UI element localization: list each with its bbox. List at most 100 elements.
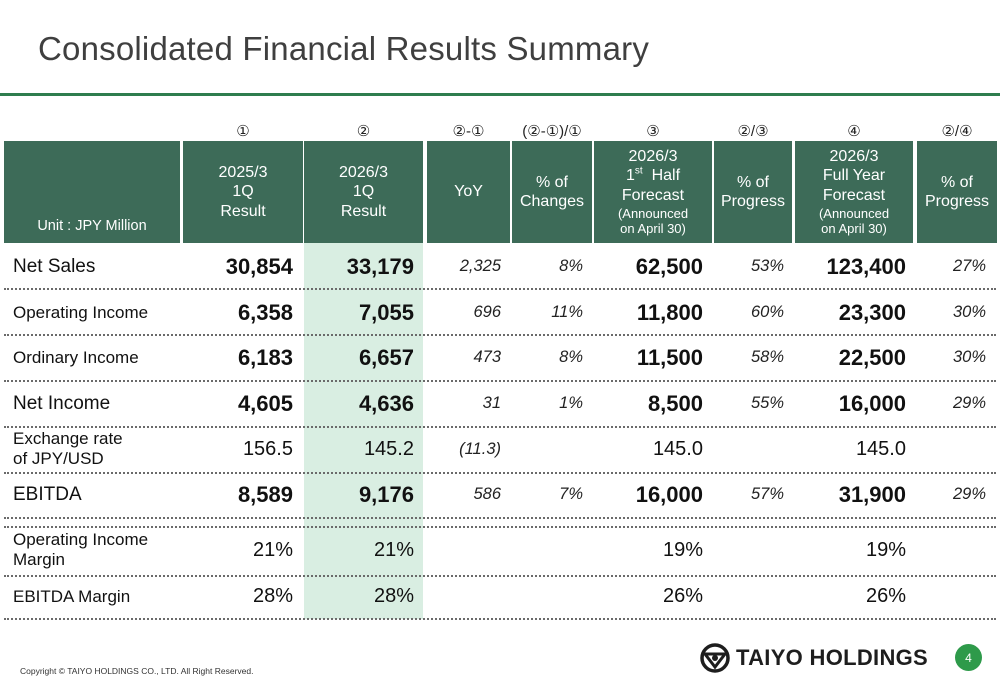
cell-2025-1q: 6,183 [237, 345, 293, 370]
header-line: Progress [924, 193, 990, 210]
cell-yoy: 473 [473, 348, 501, 366]
logo-text: TAIYO HOLDINGS [736, 645, 929, 670]
cell-full-forecast: 22,500 [838, 345, 906, 370]
cell-yoy: (11.3) [459, 440, 501, 458]
row-label: EBITDA [13, 484, 82, 505]
header-line: Forecast [621, 186, 685, 204]
cell-full-forecast: 145.0 [855, 438, 906, 460]
header-line: 2025/3 [218, 164, 268, 182]
col-number: ② [356, 123, 371, 140]
header-line: 1Q [232, 183, 254, 201]
row-divider [4, 288, 996, 290]
cell-2026-1q: 7,055 [358, 300, 414, 325]
row-divider [4, 426, 996, 428]
cell-2026-1q: 33,179 [346, 254, 414, 279]
header-col5: 2026/3 1st Half Forecast (Announced on A… [594, 141, 712, 243]
cell-2025-1q: 6,358 [237, 300, 293, 325]
header-col8: % of Progress [917, 141, 997, 243]
header-line: % of [535, 173, 568, 191]
row-label: Ordinary Income [13, 348, 139, 367]
row-label: Operating Income Margin [13, 530, 148, 570]
header-line: Result [220, 202, 266, 220]
company-logo: TAIYO HOLDINGS [700, 643, 928, 673]
cell-full-forecast: 23,300 [838, 300, 906, 325]
cell-progress-full: 29% [952, 485, 986, 503]
cell-half-forecast: 11,800 [636, 300, 703, 325]
cell-half-forecast: 8,500 [647, 391, 703, 416]
cell-progress-half: 53% [750, 257, 784, 275]
header-line: Progress [720, 193, 786, 210]
cell-half-forecast: 19% [662, 539, 703, 561]
cell-2026-1q: 6,657 [358, 345, 414, 370]
highlight-column [304, 243, 423, 619]
header-line: 2026/3 [628, 148, 678, 166]
row-divider [4, 517, 996, 519]
col-number: ③ [646, 123, 660, 140]
col-number: ① [236, 123, 250, 140]
title-rule [0, 93, 1000, 96]
cell-2025-1q: 4,605 [237, 391, 293, 416]
cell-full-forecast: 16,000 [838, 391, 906, 416]
page-title: Consolidated Financial Results Summary [38, 30, 650, 67]
cell-full-forecast: 31,900 [838, 482, 906, 507]
header-line: % of [940, 173, 973, 191]
row-label: EBITDA Margin [13, 587, 131, 606]
page-number-badge: 4 [955, 644, 982, 671]
header-col4: % of Changes [512, 141, 592, 243]
cell-progress-half: 55% [750, 394, 784, 412]
row-label: Exchange rate of JPY/USD [13, 429, 123, 469]
header-line: Forecast [822, 186, 886, 204]
row-label-line: Margin [13, 550, 65, 569]
cell-change: 1% [559, 394, 583, 412]
header-line: 2026/3 [339, 164, 388, 182]
row-label-line: Exchange rate [13, 429, 123, 448]
cell-progress-half: 57% [750, 485, 784, 503]
cell-progress-full: 30% [952, 348, 986, 366]
row-divider [4, 472, 996, 474]
cell-half-forecast: 11,500 [636, 345, 703, 370]
row-divider [4, 380, 996, 382]
cell-yoy: 31 [482, 394, 501, 412]
cell-half-forecast: 62,500 [635, 254, 703, 279]
header-col7: 2026/3 Full Year Forecast (Announced on … [795, 141, 913, 243]
cell-progress-half: 60% [750, 303, 784, 321]
header-note: on April 30) [821, 220, 887, 236]
row-divider [4, 575, 996, 577]
row-label: Net Sales [13, 256, 96, 277]
cell-2025-1q: 21% [252, 539, 293, 561]
row-divider [4, 618, 996, 620]
taiyo-logo-icon [700, 643, 730, 673]
header-line: 2026/3 [829, 148, 879, 166]
cell-yoy: 2,325 [459, 257, 501, 275]
col-number: (②-①)/① [522, 123, 582, 140]
cell-change: 8% [559, 348, 583, 366]
header-col6: % of Progress [714, 141, 792, 243]
cell-progress-half: 58% [750, 348, 784, 366]
col-number: ②/④ [941, 123, 973, 140]
cell-yoy: 696 [473, 303, 501, 321]
header-half-word: Half [651, 167, 681, 185]
cell-2026-1q: 28% [373, 585, 414, 607]
cell-full-forecast: 123,400 [826, 254, 906, 279]
cell-half-forecast: 26% [662, 585, 703, 607]
header-unit: Unit : JPY Million [4, 141, 180, 243]
header-col2: 2026/3 1Q Result [304, 141, 423, 243]
cell-2025-1q: 8,589 [237, 482, 293, 507]
header-note: (Announced [617, 205, 689, 221]
row-label: Operating Income [13, 303, 149, 322]
cell-progress-full: 30% [952, 303, 986, 321]
header-col1: 2025/3 1Q Result [183, 141, 303, 243]
row-label-line: Operating Income [13, 530, 149, 549]
cell-2026-1q: 9,176 [358, 482, 414, 507]
row-label-line: of JPY/USD [13, 449, 104, 468]
cell-progress-full: 29% [952, 394, 986, 412]
col-number: ②/③ [737, 123, 769, 140]
cell-change: 11% [551, 303, 583, 321]
header-half-sup: st [634, 166, 643, 178]
copyright: Copyright © TAIYO HOLDINGS CO., LTD. All… [20, 666, 254, 676]
cell-2025-1q: 28% [252, 585, 293, 607]
row-label: Net Income [13, 393, 111, 414]
cell-full-forecast: 19% [865, 539, 906, 561]
cell-half-forecast: 145.0 [652, 438, 703, 460]
